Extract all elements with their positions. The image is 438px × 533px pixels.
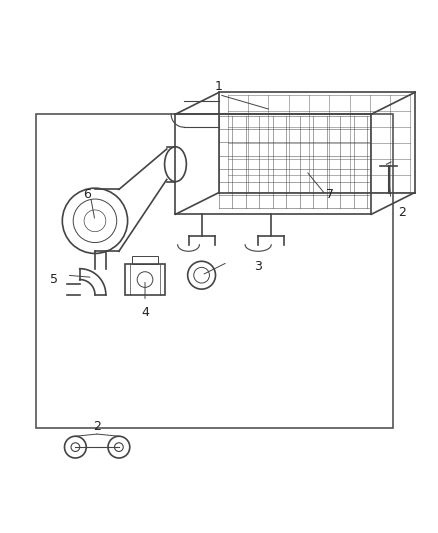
Bar xyxy=(132,256,158,264)
Text: 6: 6 xyxy=(83,188,91,201)
Text: 3: 3 xyxy=(254,260,261,273)
Bar xyxy=(36,114,393,427)
Text: 2: 2 xyxy=(398,206,406,219)
Text: 5: 5 xyxy=(49,273,58,286)
Text: 4: 4 xyxy=(141,305,149,319)
Bar xyxy=(125,264,165,295)
Text: 1: 1 xyxy=(215,80,223,93)
Text: 2: 2 xyxy=(93,420,101,433)
Text: 7: 7 xyxy=(325,188,334,201)
